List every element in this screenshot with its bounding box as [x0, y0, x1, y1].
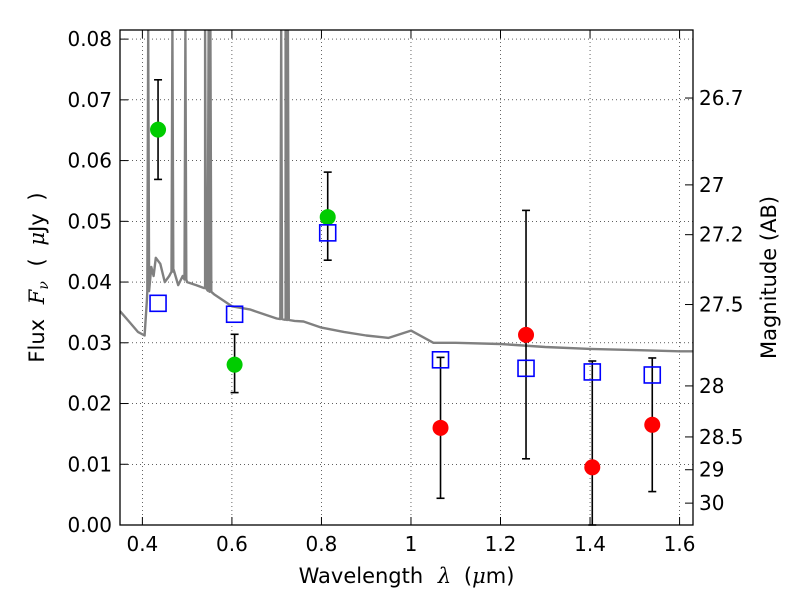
model-spectrum: [120, 30, 693, 353]
upper-limits-point: [432, 419, 449, 436]
x-tick-label: 0.8: [306, 532, 338, 556]
y2-tick-label: 28.5: [699, 425, 744, 449]
x-tick-label: 1.4: [574, 532, 606, 556]
upper-limits-point: [644, 416, 661, 433]
y-tick-label: 0.05: [67, 209, 112, 233]
axis-ticks: 0.4 0.6 0.8 1 1.2 1.4 1.6 0.00 0.01 0.02 0.03 0.04 0…: [67, 27, 743, 556]
y2-tick-label: 26.7: [699, 86, 744, 110]
y-tick-label: 0.02: [67, 392, 112, 416]
x-tick-label: 1: [405, 532, 418, 556]
y2-axis-title: Magnitude (AB): [757, 196, 781, 359]
model-photometry-point: [225, 305, 244, 324]
y-axis-title-prefix: Flux: [25, 319, 49, 363]
detections-point: [226, 356, 243, 373]
y-axis-unit-mu: μ: [25, 232, 49, 246]
y-tick-label: 0.08: [67, 27, 112, 51]
y2-tick-label: 27: [699, 173, 724, 197]
x-axis-title: Wavelength λ (μm): [299, 564, 515, 588]
y-axis-symbol: F: [25, 288, 49, 305]
y-tick-label: 0.00: [67, 513, 112, 537]
y2-tick-label: 29: [699, 458, 724, 482]
model-photometry-point: [149, 294, 167, 313]
error-bars: [154, 79, 657, 526]
plot-frame: [119, 29, 694, 526]
x-axis-title-prefix: Wavelength: [299, 564, 424, 588]
y-tick-label: 0.01: [67, 452, 112, 476]
model-photometry-point: [318, 224, 337, 242]
y-tick-label: 0.04: [67, 270, 112, 294]
upper-limits-point: [584, 459, 601, 476]
grid: [120, 30, 693, 526]
y2-tick-label: 30: [699, 491, 724, 515]
y2-tick-label: 27.2: [699, 223, 744, 247]
model-photometry-point: [431, 350, 450, 369]
upper-limits-point: [518, 326, 535, 343]
model-photometry-point: [583, 363, 602, 381]
x-axis-unit-mu: μ: [472, 564, 486, 588]
y-axis-unit-rest: Jy: [25, 213, 49, 234]
x-tick-label: 1.6: [664, 532, 696, 556]
y-axis-title: Flux Fν ( μJy ): [25, 192, 53, 362]
x-axis-symbol: λ: [437, 564, 451, 588]
y-tick-label: 0.06: [67, 149, 112, 173]
x-tick-label: 1.2: [485, 532, 517, 556]
spectrum-line: [120, 30, 693, 353]
x-tick-label: 0.4: [126, 532, 158, 556]
detections-point: [319, 209, 336, 226]
x-axis-unit-rest: m): [486, 564, 515, 588]
y-axis-unit-open: (: [25, 258, 49, 266]
x-tick-label: 0.6: [216, 532, 248, 556]
y-tick-label: 0.03: [67, 331, 112, 355]
y-tick-label: 0.07: [67, 88, 112, 112]
y2-tick-label: 28: [699, 374, 724, 398]
detections-point: [150, 121, 167, 138]
data-markers: [149, 121, 662, 476]
model-photometry-point: [643, 366, 662, 384]
y-axis-unit-close: ): [25, 192, 49, 200]
y-axis-subscript: ν: [36, 281, 52, 290]
model-photometry-point: [517, 359, 535, 378]
y2-tick-label: 27.5: [699, 293, 744, 317]
x-axis-unit-open: (: [464, 564, 472, 588]
